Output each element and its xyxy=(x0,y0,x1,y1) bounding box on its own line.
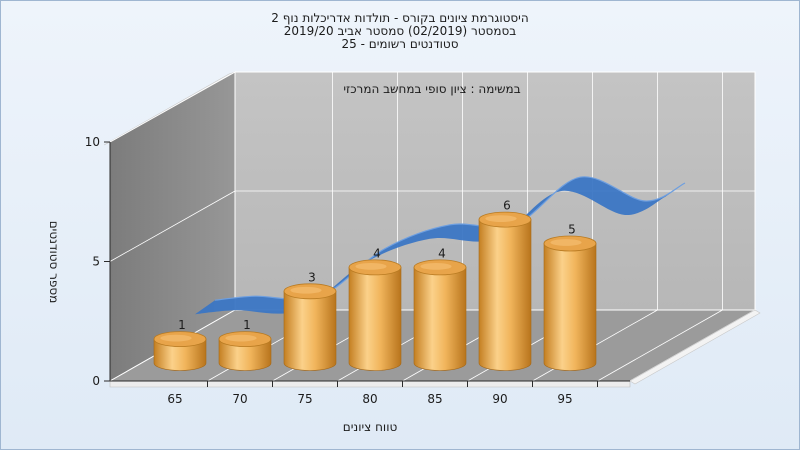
chart-title-line-2: בסמסטר (02/2019) סמסטר אביב 2019/20 xyxy=(283,24,517,38)
bar-top-highlight xyxy=(550,239,582,246)
floor-side-edge xyxy=(629,309,761,385)
data-label: 3 xyxy=(308,270,316,284)
bar-top-highlight xyxy=(225,334,257,342)
chart-title-line-3: סטודנטים רשומים - 25 xyxy=(341,37,459,51)
x-tick-label: 90 xyxy=(492,392,507,406)
floor-front-edge xyxy=(109,380,631,388)
y-tick-label: 10 xyxy=(85,135,100,149)
bar-body xyxy=(413,267,467,371)
bar-75 xyxy=(283,283,337,371)
bar-95 xyxy=(543,235,597,371)
bar-70 xyxy=(218,331,272,371)
x-axis-title: טווח ציונים xyxy=(343,420,398,434)
y-axis-title: מספר סטודנטים xyxy=(47,221,61,304)
bar-body xyxy=(478,219,532,371)
trend-ribbon-shape xyxy=(195,176,685,315)
gridline-floor xyxy=(597,309,723,382)
data-label: 1 xyxy=(178,318,186,332)
x-tick-label: 75 xyxy=(297,392,312,406)
data-label: 1 xyxy=(243,318,251,332)
bar-body xyxy=(543,243,597,371)
chart-title-line-1: היסטוגרמת ציונים בקורס - תולדות אדריכלות… xyxy=(271,11,529,25)
trend-ribbon xyxy=(195,176,686,315)
x-tick-label: 70 xyxy=(232,392,247,406)
bar-top-highlight xyxy=(290,286,322,294)
bar-body xyxy=(218,338,272,371)
bars xyxy=(153,211,597,371)
bar-body xyxy=(153,338,207,371)
axes xyxy=(104,141,630,387)
bar-top-highlight xyxy=(355,263,387,270)
data-label: 4 xyxy=(373,246,381,260)
data-label: 4 xyxy=(438,246,446,260)
bar-body xyxy=(283,291,337,371)
bar-80 xyxy=(348,259,402,371)
data-label: 5 xyxy=(568,223,576,237)
x-tick-label: 80 xyxy=(362,392,377,406)
data-label: 6 xyxy=(503,199,511,213)
x-tick-label: 85 xyxy=(427,392,442,406)
gridline-side xyxy=(109,71,236,143)
gridline-side xyxy=(109,190,236,262)
x-tick-label: 65 xyxy=(167,392,182,406)
y-tick-label: 0 xyxy=(92,374,100,388)
bar-top-highlight xyxy=(420,263,452,270)
bar-top-highlight xyxy=(485,215,517,222)
bar-65 xyxy=(153,331,207,371)
chart-annotation: במשימה : ציון סופי במחשב המרכזי xyxy=(343,82,520,96)
bar-top-highlight xyxy=(160,334,192,342)
bar-body xyxy=(348,267,402,371)
trend-ribbon-edge xyxy=(214,176,686,301)
bar-85 xyxy=(413,259,467,371)
y-tick-label: 5 xyxy=(92,255,100,269)
x-tick-label: 95 xyxy=(557,392,572,406)
bar-90 xyxy=(478,211,532,371)
